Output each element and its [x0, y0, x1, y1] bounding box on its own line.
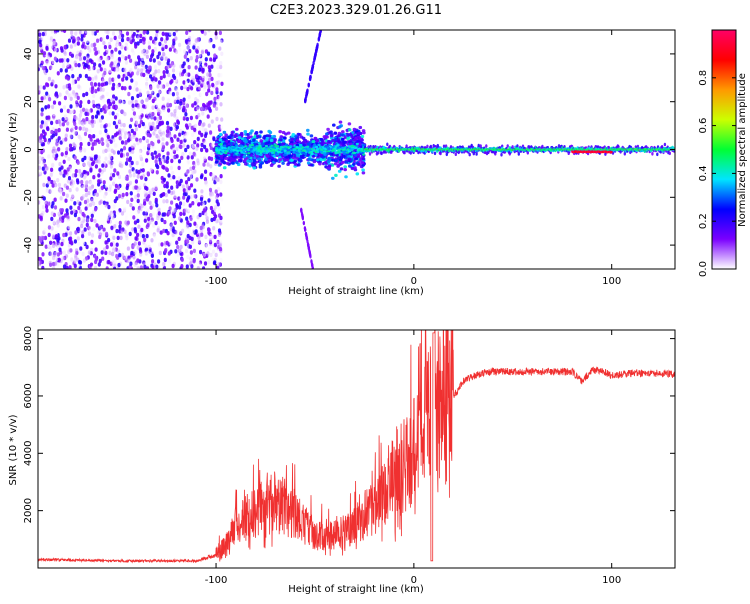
colorbar-tick-label: 0.4 — [698, 165, 709, 181]
spectrogram-x-label: Height of straight line (km) — [288, 286, 424, 297]
snr-x-label: Height of straight line (km) — [288, 584, 424, 595]
y-tick-label: 0 — [23, 146, 34, 152]
y-tick-label: 4000 — [23, 441, 34, 466]
colorbar-gradient — [712, 30, 736, 269]
y-tick-label: 6000 — [23, 383, 34, 408]
y-tick-label: 20 — [23, 95, 34, 108]
x-tick-label: 100 — [602, 575, 621, 586]
chart-title: C2E3.2023.329.01.26.G11 — [270, 3, 442, 18]
y-tick-label: -20 — [23, 189, 34, 205]
colorbar-tick-label: 0.8 — [698, 70, 709, 86]
colorbar-label: Normalized spectral amplitude — [737, 73, 748, 227]
colorbar: 0.0 0.2 0.4 0.6 0.8 Normalized spectral ampl… — [698, 30, 748, 277]
x-tick-label: -100 — [205, 575, 228, 586]
spectrogram-y-label: Frequency (Hz) — [8, 112, 19, 188]
snr-y-label: SNR (10 * v/v) — [8, 414, 19, 485]
x-tick-label: 100 — [602, 276, 621, 287]
y-tick-label: -40 — [23, 237, 34, 253]
x-tick-label: -100 — [205, 276, 228, 287]
colorbar-tick-label: 0.2 — [698, 213, 709, 229]
y-tick-label: 8000 — [23, 326, 34, 351]
y-tick-label: 2000 — [23, 498, 34, 523]
colorbar-tick-label: 0.6 — [698, 118, 709, 134]
colorbar-tick-label: 0.0 — [698, 261, 709, 277]
y-tick-label: 40 — [23, 48, 34, 61]
